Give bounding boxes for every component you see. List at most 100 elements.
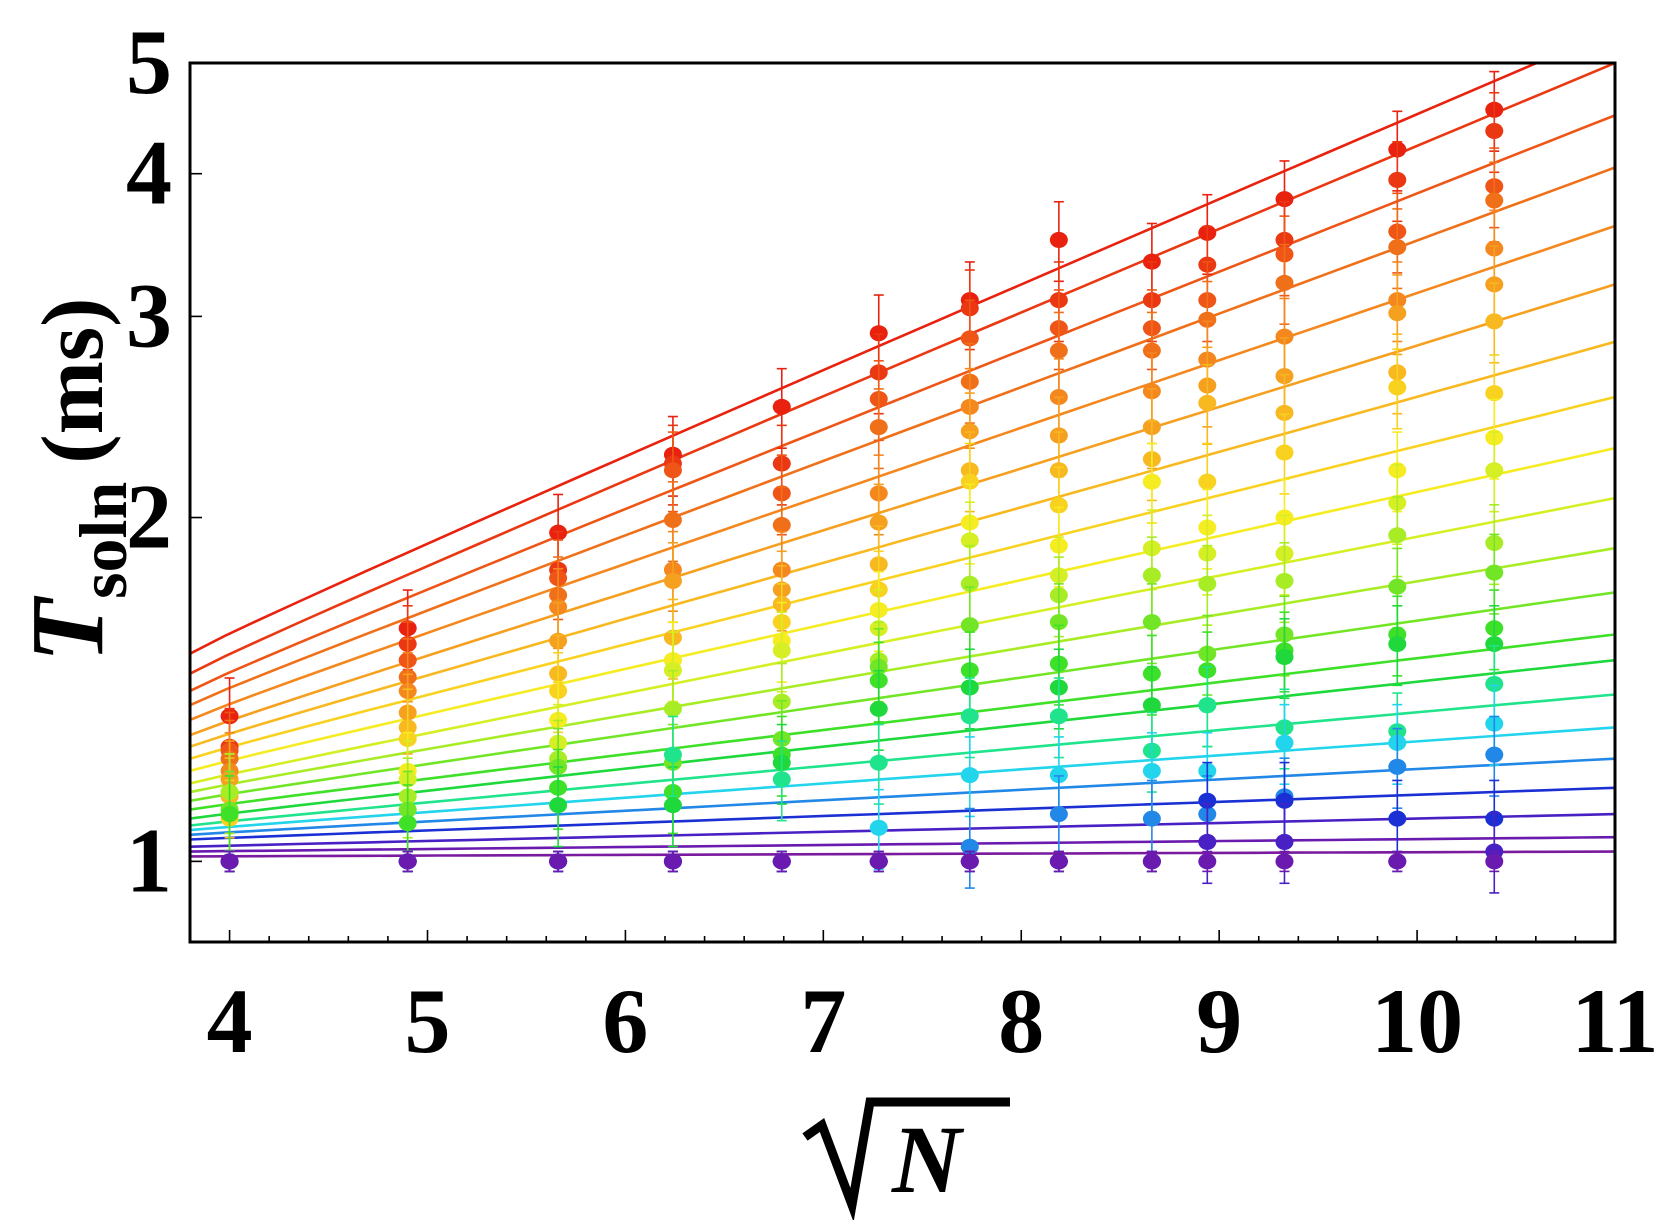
fit-line-4 <box>190 166 1615 707</box>
marker <box>1275 853 1294 870</box>
marker <box>549 797 568 814</box>
marker <box>1198 394 1217 411</box>
marker <box>663 746 682 763</box>
marker <box>1388 635 1407 652</box>
marker <box>1198 697 1217 714</box>
marker <box>772 771 791 788</box>
marker <box>960 330 979 347</box>
marker <box>220 853 239 870</box>
marker <box>1275 404 1294 421</box>
marker <box>1485 635 1504 652</box>
marker <box>1388 305 1407 322</box>
x-tick-label: 4 <box>207 970 253 1072</box>
radical-sign <box>802 1097 1010 1220</box>
fit-line-1 <box>190 63 1540 655</box>
marker <box>1275 833 1294 850</box>
data-point <box>220 850 239 873</box>
marker <box>220 806 239 823</box>
fit-line-21 <box>190 850 1615 858</box>
marker <box>772 642 791 659</box>
data-point <box>1275 703 1294 785</box>
fit-line-8 <box>190 395 1615 760</box>
x-axis-symbol: N <box>891 1106 965 1213</box>
y-tick-label: 2 <box>126 466 172 568</box>
y-tick-label: 3 <box>126 264 172 366</box>
marker <box>1388 527 1407 544</box>
marker <box>663 797 682 814</box>
marker <box>1388 853 1407 870</box>
data-point <box>663 850 682 873</box>
fit-line-7 <box>190 340 1615 748</box>
marker <box>960 473 979 490</box>
marker <box>1198 792 1217 809</box>
data-point <box>869 850 888 873</box>
data-point <box>398 850 417 873</box>
marker <box>960 767 979 784</box>
y-tick-label: 1 <box>126 809 172 911</box>
x-tick-label: 10 <box>1371 970 1463 1072</box>
y-tick-label: 4 <box>126 122 172 224</box>
marker <box>1485 192 1504 209</box>
data-point <box>1142 850 1161 873</box>
x-tick-label: 11 <box>1572 970 1659 1072</box>
fit-line-16 <box>190 726 1615 832</box>
marker <box>663 572 682 589</box>
fit-line-6 <box>190 283 1615 737</box>
marker <box>1388 758 1407 775</box>
marker <box>1388 239 1407 256</box>
fit-line-2 <box>190 63 1615 675</box>
marker <box>960 532 979 549</box>
x-tick-label: 5 <box>405 970 451 1072</box>
marker <box>1142 853 1161 870</box>
marker <box>772 398 791 415</box>
x-tick-label: 8 <box>998 970 1044 1072</box>
fit-line-11 <box>190 546 1615 794</box>
data-point <box>1485 282 1504 364</box>
marker <box>869 853 888 870</box>
data-points <box>220 70 1504 894</box>
marker <box>1388 171 1407 188</box>
marker <box>663 700 682 717</box>
marker <box>1142 762 1161 779</box>
fit-line-13 <box>190 633 1615 811</box>
marker <box>1275 648 1294 665</box>
data-point <box>1142 779 1161 861</box>
marker <box>1049 497 1068 514</box>
data-point <box>772 850 791 873</box>
fit-line-5 <box>190 224 1615 722</box>
marker <box>1388 810 1407 827</box>
marker <box>960 575 979 592</box>
marker <box>1198 311 1217 328</box>
marker <box>869 325 888 342</box>
data-point <box>1388 779 1407 861</box>
marker <box>1198 853 1217 870</box>
marker <box>1275 572 1294 589</box>
marker <box>869 754 888 771</box>
marker <box>869 419 888 436</box>
marker <box>772 517 791 534</box>
marker <box>1275 328 1294 345</box>
fit-lines <box>190 63 1615 858</box>
marker <box>1485 385 1504 402</box>
marker <box>1388 578 1407 595</box>
y-axis-subscript: soln <box>65 482 141 599</box>
data-point <box>960 677 979 759</box>
marker <box>1198 833 1217 850</box>
marker <box>1049 231 1068 248</box>
data-point <box>1388 605 1407 687</box>
data-point <box>1388 850 1407 873</box>
marker <box>1275 191 1294 208</box>
marker <box>1388 379 1407 396</box>
x-tick-label: 6 <box>602 970 648 1072</box>
y-axis-title: Tsoln (ms) <box>10 298 141 663</box>
marker <box>1275 792 1294 809</box>
marker <box>1142 473 1161 490</box>
data-point <box>1275 850 1294 873</box>
x-axis-ticks: 4 5 6 7 8 9 10 11 <box>207 930 1659 1072</box>
data-point <box>1198 363 1217 446</box>
marker <box>869 700 888 717</box>
marker <box>398 815 417 832</box>
marker <box>1485 462 1504 479</box>
fit-line-14 <box>190 658 1615 820</box>
data-point <box>960 807 979 889</box>
